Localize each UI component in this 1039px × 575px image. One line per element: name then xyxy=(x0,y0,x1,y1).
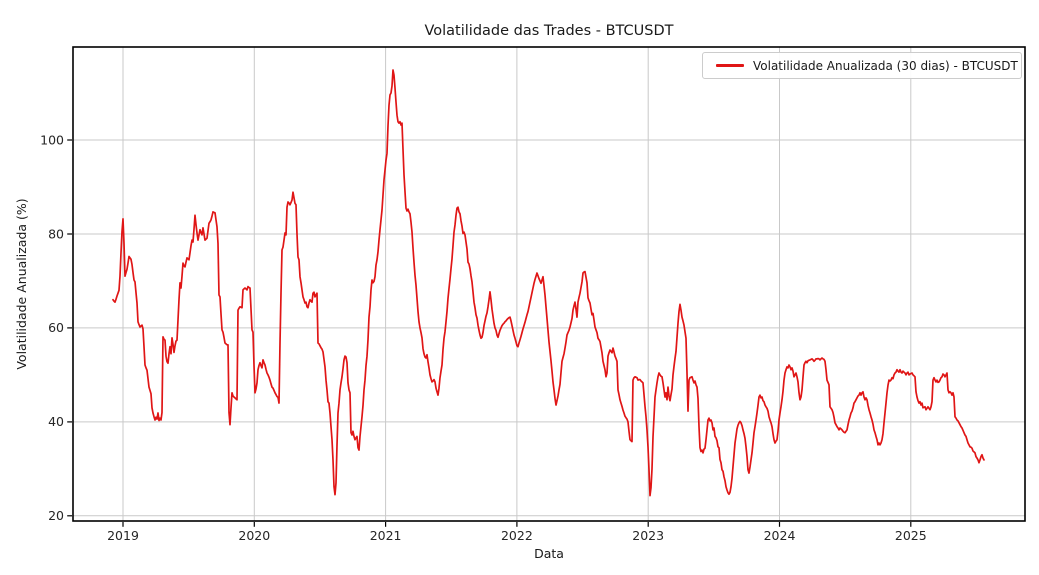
y-tick-label: 100 xyxy=(40,132,64,147)
x-tick-label: 2025 xyxy=(895,528,927,543)
x-tick-label: 2024 xyxy=(764,528,796,543)
y-tick-label: 60 xyxy=(48,320,64,335)
y-axis-label: Volatilidade Anualizada (%) xyxy=(14,198,29,370)
legend-label: Volatilidade Anualizada (30 dias) - BTCU… xyxy=(753,58,1018,73)
y-tick-label: 80 xyxy=(48,226,64,241)
y-tick-label: 20 xyxy=(48,508,64,523)
legend-line-sample xyxy=(716,64,744,67)
x-tick-label: 2022 xyxy=(501,528,533,543)
y-tick-label: 40 xyxy=(48,414,64,429)
chart-title: Volatilidade das Trades - BTCUSDT xyxy=(424,23,674,39)
volatility-series-line xyxy=(112,69,985,497)
x-tick-label: 2020 xyxy=(238,528,270,543)
x-tick-label: 2021 xyxy=(370,528,402,543)
x-tick-label: 2019 xyxy=(107,528,139,543)
plot-border xyxy=(72,46,1026,522)
x-axis-label: Data xyxy=(534,546,564,561)
legend: Volatilidade Anualizada (30 dias) - BTCU… xyxy=(702,52,1022,79)
x-tick-label: 2023 xyxy=(632,528,664,543)
